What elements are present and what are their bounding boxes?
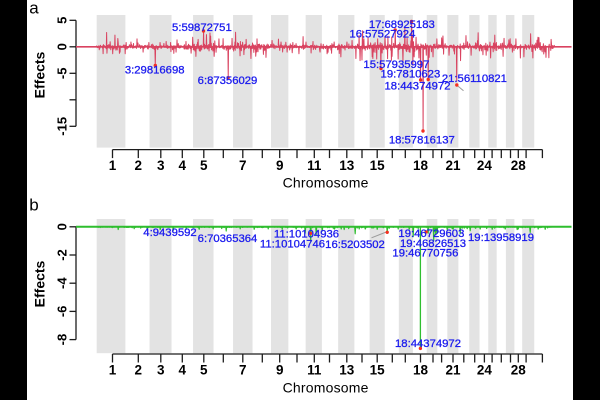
svg-text:6:70365364: 6:70365364 [198,233,258,245]
svg-text:0: 0 [55,223,70,230]
svg-text:1: 1 [109,362,117,377]
svg-text:15: 15 [370,362,386,377]
svg-text:2: 2 [135,362,143,377]
svg-text:15: 15 [370,158,386,173]
svg-text:-15: -15 [55,117,70,136]
svg-text:5: 5 [55,17,70,24]
svg-text:17:68925183: 17:68925183 [369,19,435,31]
svg-text:9: 9 [276,158,284,173]
svg-text:7: 7 [239,362,247,377]
svg-text:-4: -4 [55,277,70,289]
svg-text:3: 3 [157,158,165,173]
svg-text:Effects: Effects [32,51,48,98]
svg-text:4: 4 [179,362,187,377]
svg-text:-8: -8 [55,334,70,346]
svg-text:Chromosome: Chromosome [283,380,369,396]
svg-text:0: 0 [55,43,70,50]
svg-text:3: 3 [157,362,165,377]
svg-text:28: 28 [511,362,527,377]
svg-text:11:10104936: 11:10104936 [274,229,339,241]
svg-text:18:44374972: 18:44374972 [385,81,451,93]
svg-text:9: 9 [276,362,284,377]
svg-text:11: 11 [307,158,322,173]
svg-text:15:57935997: 15:57935997 [363,59,429,71]
svg-text:Effects: Effects [32,260,48,307]
svg-text:18:57816137: 18:57816137 [389,135,455,147]
svg-text:13: 13 [339,158,355,173]
svg-text:b: b [29,196,38,215]
svg-text:11:10104746: 11:10104746 [260,239,325,251]
svg-text:11: 11 [307,362,322,377]
svg-text:21: 21 [445,158,461,173]
svg-text:5: 5 [200,158,208,173]
svg-text:16:57527924: 16:57527924 [349,29,415,41]
svg-text:Chromosome: Chromosome [283,175,369,191]
svg-text:18: 18 [413,158,429,173]
svg-text:28: 28 [511,158,527,173]
svg-text:19:46826513: 19:46826513 [400,238,466,250]
svg-text:4: 4 [179,158,187,173]
svg-text:-6: -6 [55,306,70,318]
svg-text:1: 1 [109,158,117,173]
svg-text:5:59872751: 5:59872751 [172,22,232,34]
svg-text:19:46729603: 19:46729603 [398,228,464,240]
svg-text:21: 21 [445,362,461,377]
svg-text:4:9439592: 4:9439592 [143,227,196,239]
svg-text:2: 2 [135,158,143,173]
svg-text:19:13958919: 19:13958919 [468,232,534,244]
svg-text:-2: -2 [55,249,70,261]
svg-text:24: 24 [477,158,493,173]
svg-text:24: 24 [477,362,493,377]
svg-text:18:44374972: 18:44374972 [395,338,461,350]
svg-text:7: 7 [239,158,247,173]
svg-text:6:87356029: 6:87356029 [198,75,258,87]
svg-text:16:5203502: 16:5203502 [325,239,385,251]
svg-text:3:29816698: 3:29816698 [125,65,185,77]
svg-text:19:46770756: 19:46770756 [392,247,458,259]
svg-text:18: 18 [413,362,429,377]
svg-text:5: 5 [200,362,208,377]
svg-text:21:56110821: 21:56110821 [442,73,507,85]
svg-text:a: a [29,0,39,18]
svg-text:-5: -5 [55,68,70,80]
svg-text:13: 13 [339,362,355,377]
svg-text:19:7810623: 19:7810623 [381,69,441,81]
